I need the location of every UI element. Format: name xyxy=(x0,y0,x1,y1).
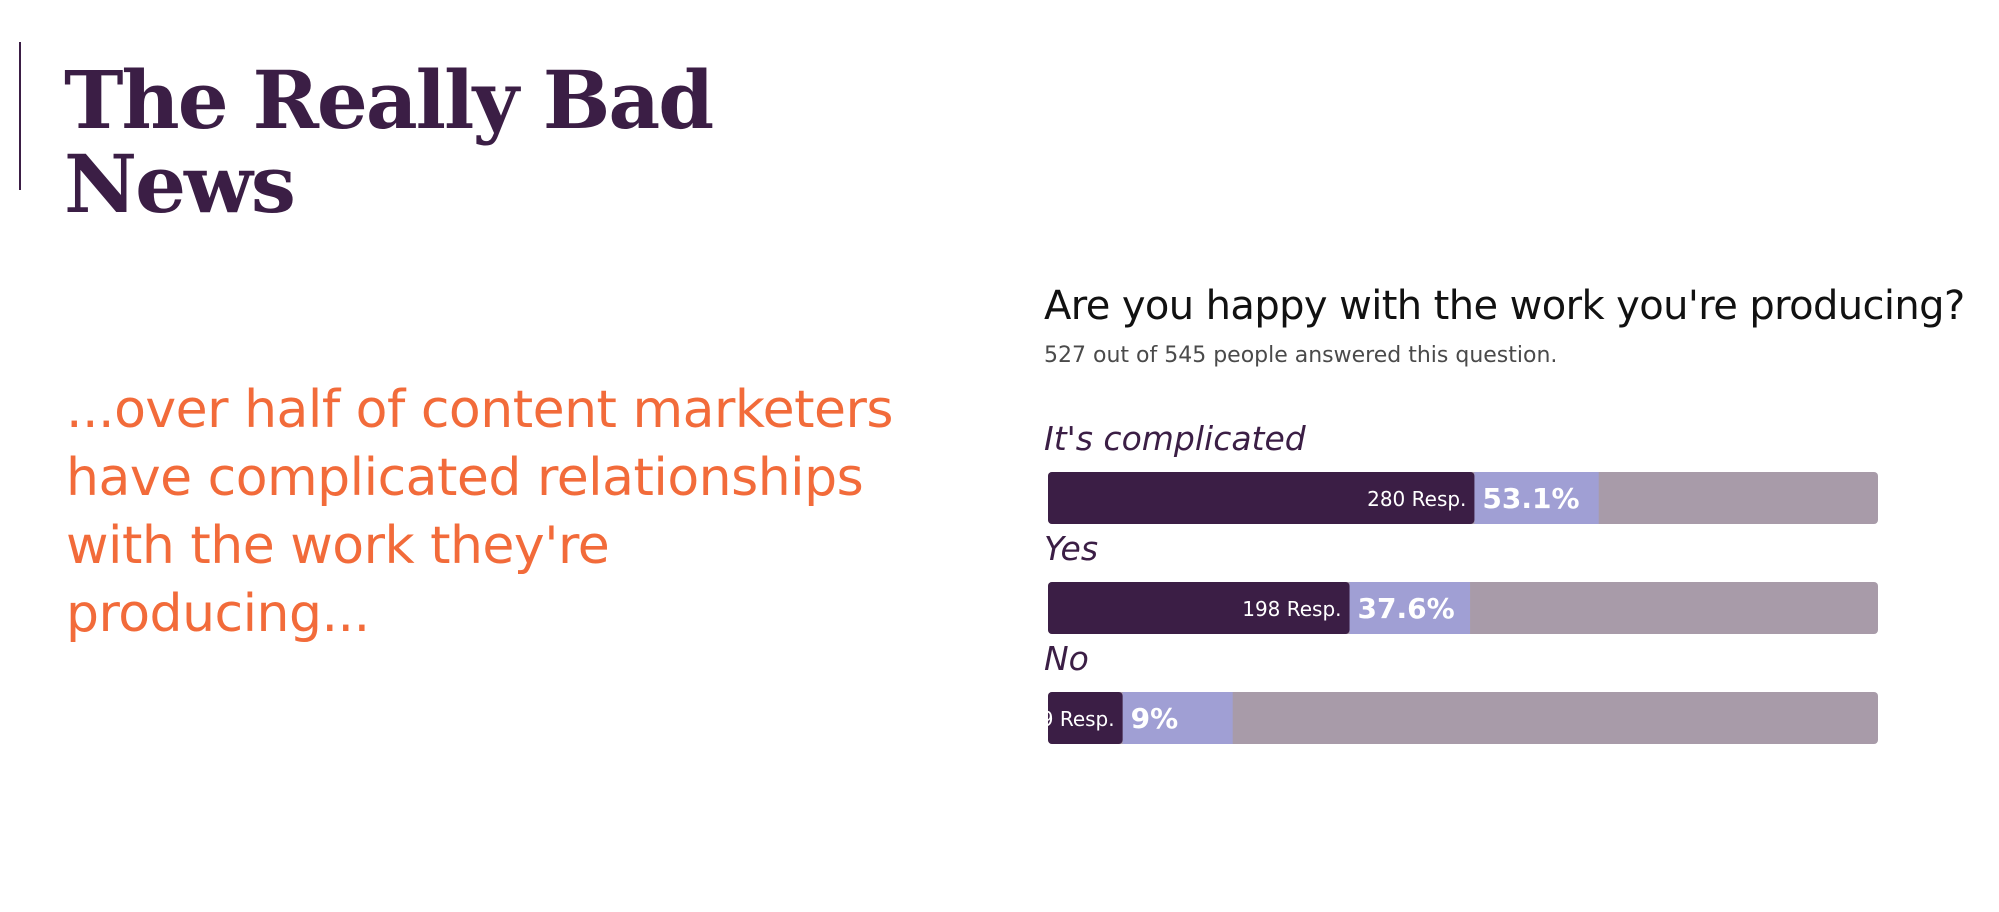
bar-responses-segment xyxy=(1048,472,1475,524)
bar-percent-segment xyxy=(1349,582,1471,634)
bar-percent-label: 9% xyxy=(1131,702,1179,735)
title-accent-line xyxy=(19,42,21,190)
bar-responses-label: 280 Resp. xyxy=(1367,487,1466,511)
bar-percent-segment xyxy=(1122,692,1233,744)
bar-chart-svg: It's complicated 280 Resp. 53.1% Yes 198 Res… xyxy=(1028,419,1878,744)
bar-responses-segment xyxy=(1048,692,1123,744)
chart-subtitle: 527 out of 545 people answered this ques… xyxy=(1044,343,1558,368)
slide-title-line-2: News xyxy=(64,137,296,231)
bar-responses-label: 49 Resp. xyxy=(1028,707,1115,731)
chart-title: Are you happy with the work you're produ… xyxy=(1044,283,1965,329)
bar-percent-label: 53.1% xyxy=(1482,482,1579,515)
bar-responses-segment xyxy=(1048,582,1350,634)
category-label: Yes xyxy=(1044,529,1098,568)
bar-percent-segment xyxy=(1474,472,1599,524)
slide-title-line-1: The Really Bad xyxy=(64,53,714,147)
slide-title: The Really Bad News xyxy=(64,58,824,226)
lead-text: ...over half of content marketers have c… xyxy=(66,380,893,644)
survey-chart: Are you happy with the work you're produ… xyxy=(1028,280,1984,744)
bar-percent-label: 37.6% xyxy=(1358,592,1455,625)
bar-track xyxy=(1048,692,1878,744)
bar-responses-label: 198 Resp. xyxy=(1242,597,1341,621)
category-label: It's complicated xyxy=(1044,419,1307,458)
category-label: No xyxy=(1044,639,1089,678)
